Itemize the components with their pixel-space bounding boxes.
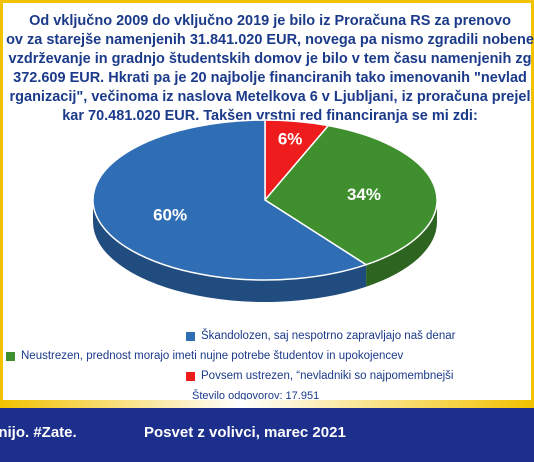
- slice-label-2: 6%: [278, 130, 303, 149]
- slice-label-0: 60%: [153, 205, 187, 224]
- pie-slice-1: [263, 124, 438, 266]
- legend-label: Povsem ustrezen, “nevladniki so najpomem…: [201, 370, 454, 382]
- footer-event: Posvet z volivci, marec 2021: [144, 424, 346, 441]
- response-count: Število odgovorov: 17.951: [192, 390, 320, 402]
- legend-item-neustrezen: Neustrezen, prednost morajo imeti nujne …: [6, 346, 455, 366]
- title-line: rganizacij", večinoma iz naslova Metelko…: [9, 89, 531, 105]
- chart-legend: Škandolozen, saj nespotrno zapravljajo n…: [6, 326, 455, 406]
- chart-title: Od vključno 2009 do vključno 2019 je bil…: [0, 12, 534, 126]
- pie-side-0: [92, 200, 367, 302]
- legend-item-ustrezen: Povsem ustrezen, “nevladniki so najpomem…: [186, 366, 455, 386]
- legend-label: Škandolozen, saj nespotrno zapravljajo n…: [201, 330, 456, 342]
- footer-slogan: enijo. #Zate.: [0, 424, 77, 441]
- legend-label: Neustrezen, prednost morajo imeti nujne …: [21, 350, 404, 362]
- legend-swatch-red: [186, 371, 195, 381]
- footer-accent-stripe: [0, 400, 534, 408]
- legend-swatch-green: [6, 351, 15, 361]
- legend-swatch-blue: [186, 331, 195, 341]
- pie-side-1: [366, 200, 437, 287]
- title-line: ov za starejše namenjenih 31.841.020 EUR…: [6, 32, 534, 48]
- pie-slice-0: [92, 119, 368, 281]
- title-line: kar 70.481.020 EUR. Takšen vrstni red fi…: [62, 108, 478, 124]
- pie-chart: 6% 34% 60%: [92, 119, 438, 302]
- title-line: Od vključno 2009 do vključno 2019 je bil…: [29, 13, 511, 29]
- title-line: vzdrževanje in gradnjo študentskih domov…: [8, 51, 532, 67]
- title-line: 372.609 EUR. Hkrati pa je 20 najbolje fi…: [13, 70, 527, 86]
- legend-item-skandolozen: Škandolozen, saj nespotrno zapravljajo n…: [186, 326, 455, 346]
- footer-bar: [0, 408, 534, 462]
- slice-label-1: 34%: [347, 185, 381, 204]
